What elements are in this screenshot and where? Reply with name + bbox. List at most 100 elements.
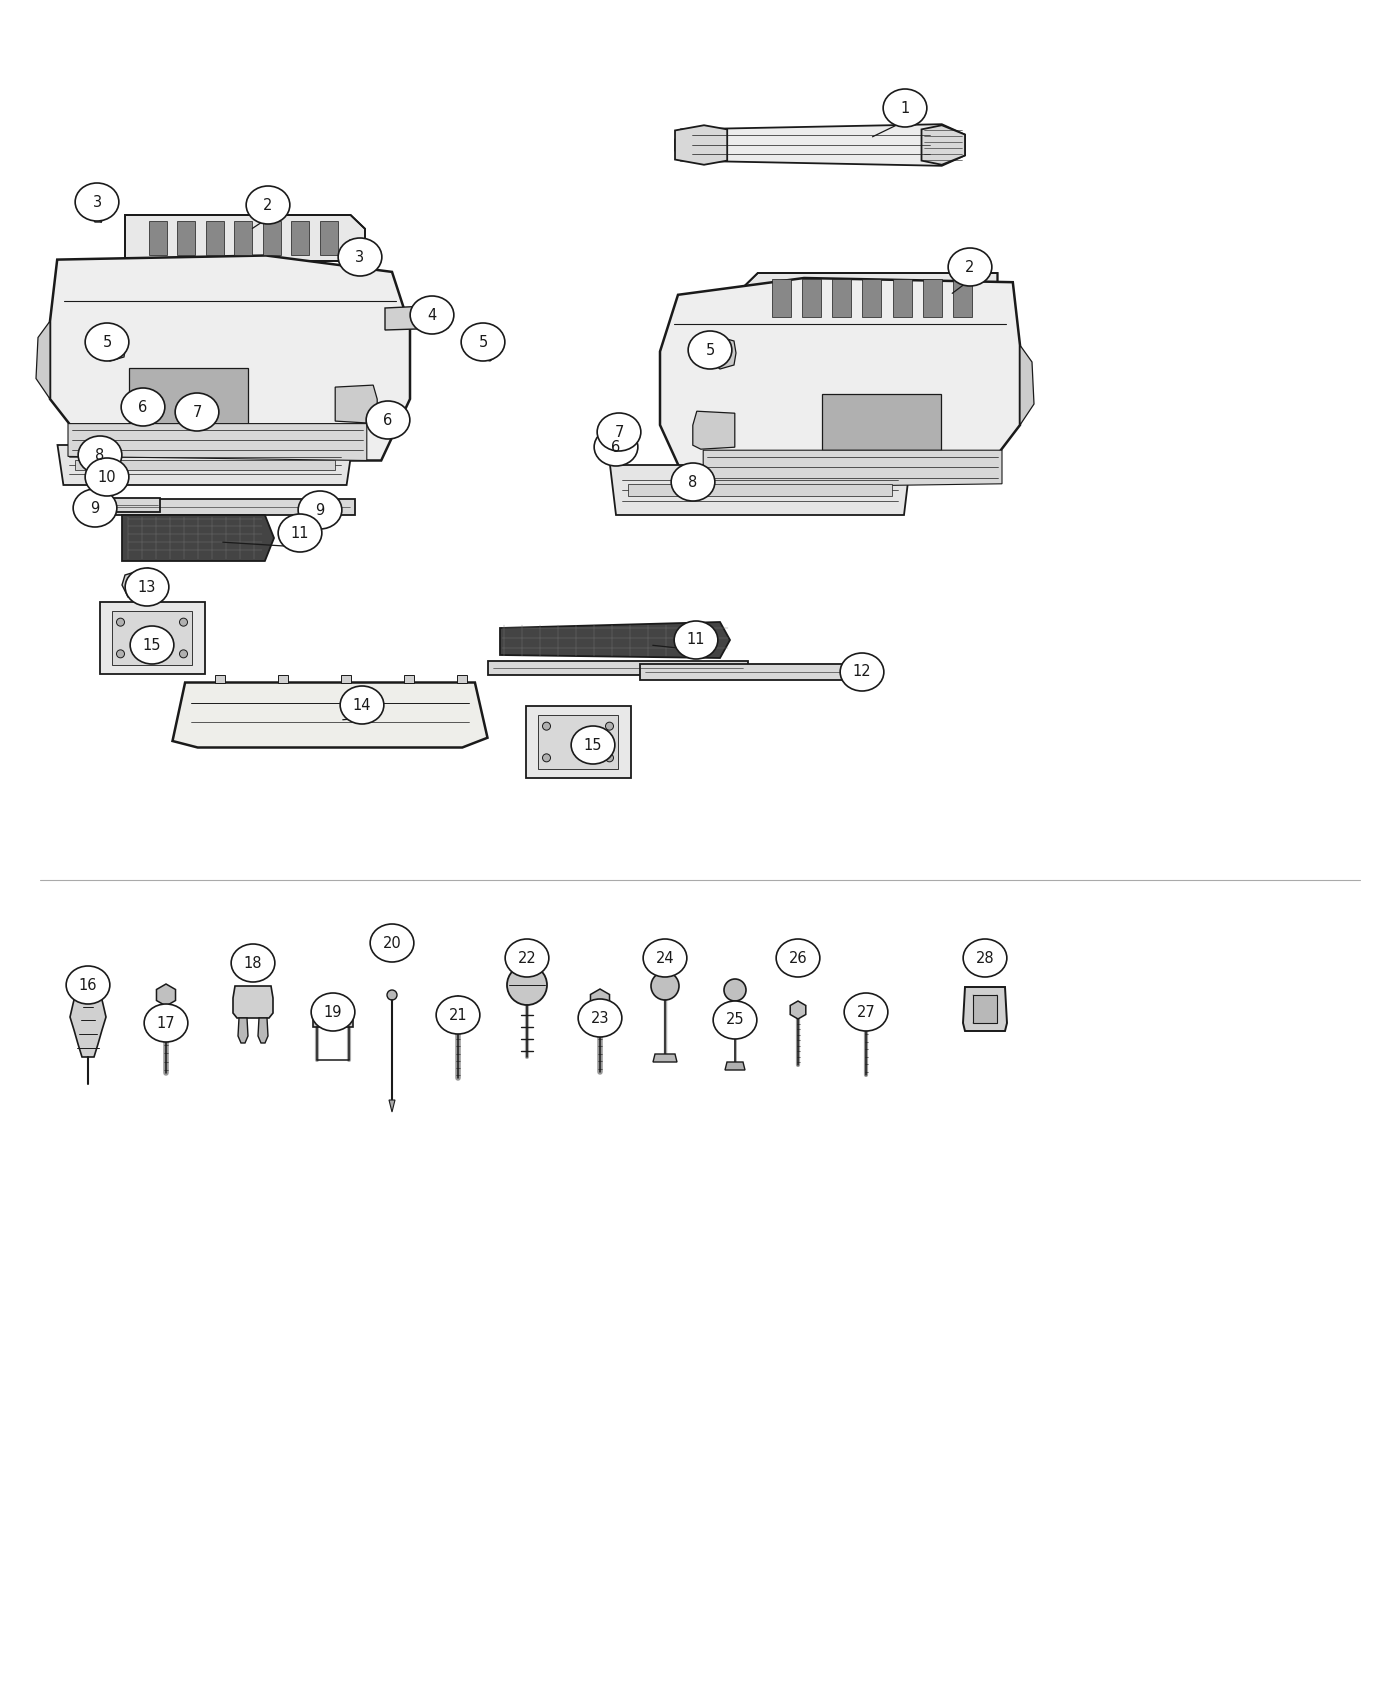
Polygon shape (122, 568, 162, 597)
Ellipse shape (598, 413, 641, 450)
Circle shape (116, 649, 125, 658)
Text: 9: 9 (91, 500, 99, 515)
Text: 2: 2 (966, 260, 974, 274)
Ellipse shape (367, 401, 410, 439)
Polygon shape (214, 675, 225, 682)
Ellipse shape (340, 687, 384, 724)
Polygon shape (105, 498, 160, 512)
Polygon shape (703, 450, 1002, 488)
Ellipse shape (963, 938, 1007, 977)
Ellipse shape (844, 993, 888, 1030)
Polygon shape (893, 279, 911, 316)
Polygon shape (389, 1100, 395, 1112)
Text: 11: 11 (291, 525, 309, 541)
Polygon shape (346, 240, 365, 272)
Ellipse shape (311, 993, 354, 1030)
Polygon shape (403, 675, 414, 682)
Polygon shape (384, 405, 400, 432)
Polygon shape (76, 461, 335, 469)
Polygon shape (963, 988, 1007, 1030)
Polygon shape (172, 682, 487, 748)
Polygon shape (693, 411, 735, 449)
Text: 17: 17 (157, 1015, 175, 1030)
Polygon shape (613, 434, 631, 462)
Polygon shape (263, 221, 280, 255)
Circle shape (605, 722, 613, 731)
Text: 4: 4 (427, 308, 437, 323)
Text: 6: 6 (612, 440, 620, 454)
Polygon shape (742, 274, 997, 323)
Ellipse shape (883, 88, 927, 128)
Polygon shape (953, 279, 972, 316)
Ellipse shape (175, 393, 218, 432)
Ellipse shape (689, 332, 732, 369)
Ellipse shape (125, 568, 169, 605)
Text: 7: 7 (615, 425, 623, 440)
Polygon shape (790, 1001, 806, 1018)
Ellipse shape (840, 653, 883, 690)
Text: 6: 6 (139, 400, 147, 415)
Text: 28: 28 (976, 950, 994, 966)
Text: 11: 11 (687, 632, 706, 648)
Polygon shape (610, 466, 910, 515)
Ellipse shape (410, 296, 454, 333)
Polygon shape (238, 1018, 248, 1044)
Polygon shape (206, 221, 224, 255)
Polygon shape (675, 124, 965, 167)
Text: 10: 10 (98, 469, 116, 484)
Polygon shape (258, 1018, 267, 1044)
Ellipse shape (461, 323, 505, 360)
Ellipse shape (948, 248, 991, 286)
Polygon shape (314, 1006, 353, 1027)
Text: 9: 9 (315, 503, 325, 517)
Polygon shape (822, 393, 941, 451)
Polygon shape (862, 279, 881, 316)
Ellipse shape (339, 238, 382, 275)
Text: 25: 25 (725, 1013, 745, 1027)
Polygon shape (335, 386, 377, 423)
Text: 12: 12 (853, 665, 871, 680)
Polygon shape (157, 984, 175, 1006)
Ellipse shape (85, 457, 129, 496)
Polygon shape (99, 602, 204, 673)
Ellipse shape (713, 1001, 757, 1039)
Ellipse shape (130, 626, 174, 665)
Text: 13: 13 (137, 580, 157, 595)
Ellipse shape (298, 491, 342, 529)
Polygon shape (973, 994, 997, 1023)
Polygon shape (178, 221, 195, 255)
Polygon shape (489, 661, 748, 675)
Polygon shape (319, 221, 337, 255)
Polygon shape (125, 214, 365, 262)
Polygon shape (95, 500, 356, 515)
Text: 3: 3 (92, 194, 102, 209)
Circle shape (179, 619, 188, 626)
Polygon shape (475, 330, 498, 360)
Ellipse shape (594, 428, 638, 466)
Polygon shape (659, 279, 1021, 488)
Text: 5: 5 (102, 335, 112, 350)
Polygon shape (629, 484, 892, 496)
Text: 7: 7 (192, 405, 202, 420)
Polygon shape (122, 515, 274, 561)
Text: 5: 5 (706, 342, 714, 357)
Ellipse shape (437, 996, 480, 1034)
Text: 27: 27 (857, 1005, 875, 1020)
Polygon shape (675, 126, 727, 165)
Polygon shape (640, 665, 881, 680)
Polygon shape (69, 423, 367, 461)
Ellipse shape (246, 185, 290, 224)
Text: 26: 26 (788, 950, 808, 966)
Circle shape (386, 989, 398, 1000)
Circle shape (617, 427, 629, 437)
Circle shape (543, 722, 550, 731)
Ellipse shape (85, 323, 129, 360)
Text: 15: 15 (584, 738, 602, 753)
Polygon shape (234, 221, 252, 255)
Circle shape (507, 966, 547, 1005)
Text: 8: 8 (95, 447, 105, 462)
Polygon shape (525, 706, 630, 779)
Polygon shape (70, 993, 106, 1057)
Polygon shape (291, 221, 309, 255)
Text: 2: 2 (263, 197, 273, 212)
